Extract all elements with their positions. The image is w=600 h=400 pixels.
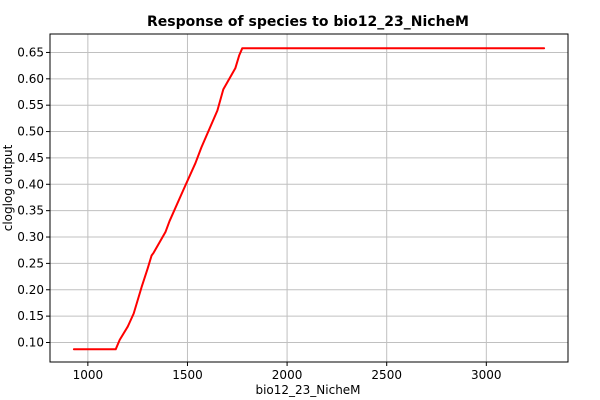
x-tick-label: 2500 <box>371 368 402 382</box>
y-tick-label: 0.65 <box>17 45 44 59</box>
plot-frame <box>49 33 569 363</box>
grid <box>50 34 568 362</box>
series-line <box>72 47 546 351</box>
chart-title: Response of species to bio12_23_NicheM <box>147 14 469 30</box>
x-tick-label: 1000 <box>73 368 104 382</box>
x-axis-label: bio12_23_NicheM <box>255 383 360 397</box>
y-tick-label: 0.50 <box>17 125 44 139</box>
y-tick-label: 0.60 <box>17 72 44 86</box>
y-tick-label: 0.45 <box>17 151 44 165</box>
y-tick-label: 0.25 <box>17 256 44 270</box>
y-tick-label: 0.20 <box>17 283 44 297</box>
y-tick-label: 0.15 <box>17 309 44 323</box>
series-layer <box>72 47 546 351</box>
y-tick-label: 0.10 <box>17 335 44 349</box>
y-tick-label: 0.35 <box>17 204 44 218</box>
y-tick-label: 0.40 <box>17 177 44 191</box>
x-tick-label: 2000 <box>272 368 303 382</box>
y-tick-label: 0.30 <box>17 230 44 244</box>
x-tick-label: 3000 <box>471 368 502 382</box>
ticks: 1000 1500 2000 2500 3000 0.10 0.15 0.20 0.25 0.30… <box>17 45 501 382</box>
x-tick-label: 1500 <box>172 368 203 382</box>
y-axis-label: cloglog output <box>1 144 15 231</box>
y-tick-label: 0.55 <box>17 98 44 112</box>
